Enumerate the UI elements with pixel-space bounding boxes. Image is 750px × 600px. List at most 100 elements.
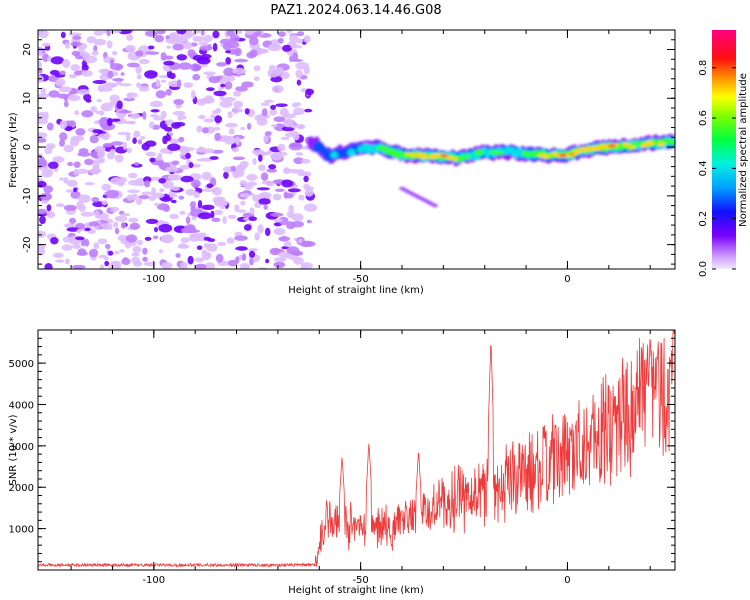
noise-blob (196, 57, 211, 65)
noise-blob (176, 30, 187, 35)
noise-blob (224, 81, 233, 90)
noise-blob (274, 257, 287, 262)
noise-blob (188, 162, 194, 169)
noise-blob (41, 169, 50, 178)
noise-blob (266, 181, 275, 187)
noise-blob (168, 138, 180, 144)
noise-blob (78, 148, 89, 155)
noise-blob (75, 168, 89, 174)
noise-blob (38, 118, 48, 125)
x-tick-label: -50 (352, 274, 368, 285)
noise-blob (59, 132, 68, 141)
y-tick-label: 2000 (9, 483, 34, 494)
noise-blob (268, 164, 277, 170)
noise-blob (239, 263, 250, 269)
noise-blob (289, 34, 299, 43)
noise-blob (142, 256, 148, 262)
noise-blob (69, 217, 77, 224)
noise-blob (143, 261, 157, 266)
noise-blob (286, 246, 300, 255)
noise-blob (71, 264, 86, 269)
noise-blob (85, 99, 92, 103)
noise-blob (81, 70, 93, 77)
noise-blob (117, 234, 129, 242)
noise-blob (92, 201, 105, 208)
snr-panel: -100 -50 0 1000 2000 3000 4000 5000 Height of s… (8, 329, 676, 596)
noise-blob (266, 168, 278, 173)
noise-blob (293, 256, 304, 265)
noise-blob (209, 156, 219, 160)
noise-blob (288, 142, 303, 151)
noise-blob (162, 135, 168, 145)
noise-blob (179, 164, 191, 170)
noise-blob (160, 79, 167, 83)
noise-blob (84, 158, 94, 166)
noise-blob (165, 35, 170, 40)
noise-blob (39, 156, 45, 165)
noise-blob (225, 57, 231, 65)
noise-blob (168, 151, 173, 155)
signal-point (494, 150, 504, 156)
noise-blob (93, 45, 98, 52)
noise-blob (93, 30, 104, 36)
noise-blob (160, 110, 167, 119)
noise-blob (149, 121, 155, 129)
noise-blob (296, 38, 304, 44)
y-tick-label: 0 (22, 144, 33, 150)
noise-blob (191, 163, 201, 168)
noise-blob (112, 50, 118, 56)
noise-blob (219, 100, 233, 108)
noise-blob (46, 143, 56, 150)
noise-blob (38, 60, 43, 69)
noise-blob (303, 241, 316, 247)
noise-blob (159, 188, 165, 193)
noise-blob (126, 62, 140, 68)
noise-blob (197, 232, 207, 239)
noise-blob (273, 116, 286, 123)
noise-blob (98, 110, 105, 116)
signal-point (554, 154, 561, 158)
noise-blob (170, 199, 177, 204)
noise-blob (253, 76, 260, 82)
noise-blob (218, 86, 224, 91)
noise-blob (84, 227, 91, 232)
noise-blob (203, 243, 212, 249)
noise-blob (117, 179, 125, 187)
noise-blob (136, 74, 142, 80)
noise-blob (191, 216, 197, 221)
noise-blob (199, 45, 213, 51)
noise-blob (112, 78, 125, 82)
y-tick-label: 5000 (9, 359, 34, 370)
noise-blob (304, 189, 314, 197)
noise-blob (134, 162, 140, 166)
noise-blob (155, 30, 166, 35)
noise-blob (124, 241, 132, 249)
noise-blob (264, 131, 272, 136)
noise-blob (268, 64, 276, 71)
noise-blob (176, 54, 188, 61)
noise-blob (249, 36, 259, 46)
noise-blob (272, 248, 285, 253)
noise-blob (264, 99, 274, 104)
noise-blob (211, 217, 221, 222)
noise-blob (55, 78, 66, 87)
noise-blob (99, 116, 109, 126)
noise-blob (144, 236, 152, 241)
noise-blob (182, 41, 193, 50)
noise-blob (203, 71, 217, 76)
signal-point (347, 148, 356, 157)
colorbar-ticks: 0.0 0.2 0.4 0.6 0.8 (698, 60, 736, 277)
noise-blob (277, 31, 286, 37)
noise-blob (68, 94, 77, 99)
noise-blob (98, 254, 107, 259)
noise-blob (59, 70, 66, 76)
noise-blob (105, 189, 119, 199)
noise-blob (213, 197, 227, 207)
noise-blob (108, 101, 117, 107)
noise-blob (144, 70, 158, 79)
noise-blob (173, 99, 185, 105)
noise-blob (298, 194, 305, 201)
noise-blob (232, 106, 240, 115)
noise-blob (235, 256, 240, 264)
